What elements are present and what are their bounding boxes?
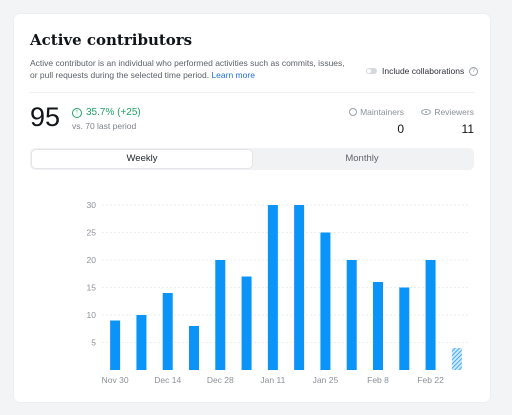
- y-tick-label: 5: [91, 338, 96, 348]
- bar[interactable]: [110, 320, 121, 371]
- y-tick-label: 25: [87, 228, 97, 238]
- x-tick-label: Jan 11: [260, 375, 285, 385]
- bar-layer: [110, 205, 462, 370]
- x-tick-label: Nov 30: [102, 375, 129, 385]
- person-icon: [349, 108, 358, 116]
- y-tick-label: 15: [87, 283, 97, 293]
- learn-more-link[interactable]: Learn more: [211, 70, 255, 80]
- change-value: 35.7% (+25): [86, 107, 141, 118]
- y-tick-label: 10: [87, 310, 97, 320]
- maintainers-label: Maintainers: [360, 107, 404, 117]
- bar[interactable]: [399, 287, 410, 371]
- bar[interactable]: [346, 260, 357, 370]
- arrow-up-icon: ↑: [72, 107, 82, 118]
- bar[interactable]: [189, 326, 199, 370]
- bar-partial-period[interactable]: [451, 348, 462, 370]
- bar[interactable]: [267, 205, 278, 370]
- period-switch: Weekly Monthly: [30, 148, 474, 170]
- contributors-bar-chart: 5 10 15 20 25 30 Nov 30 Dec 14 Dec 28 Jan 11 Jan 2…: [87, 200, 470, 385]
- bar[interactable]: [373, 282, 383, 370]
- y-tick-label: 30: [87, 200, 97, 210]
- divider: [30, 92, 474, 93]
- bar[interactable]: [320, 232, 331, 371]
- x-tick-label: Feb 8: [367, 375, 389, 385]
- description-text: Active contributor is an individual who …: [30, 58, 345, 80]
- previous-period: vs. 70 last period: [72, 121, 137, 131]
- grid-layer: [102, 204, 470, 343]
- card-description: Active contributor is an individual who …: [30, 57, 350, 81]
- collaborations-toggle[interactable]: [366, 68, 377, 74]
- bar[interactable]: [241, 276, 252, 371]
- tab-monthly[interactable]: Monthly: [345, 153, 379, 164]
- maintainers-value: 0: [397, 122, 404, 136]
- bar[interactable]: [425, 260, 436, 370]
- maintainers-stat: Maintainers 0: [349, 107, 404, 136]
- x-tick-label: Dec 28: [207, 375, 234, 385]
- bar[interactable]: [162, 293, 173, 370]
- active-contributors-card: Active contributors Active contributor i…: [14, 14, 490, 402]
- card-title: Active contributors: [30, 31, 193, 49]
- help-icon[interactable]: ?: [469, 66, 479, 76]
- reviewers-label: Reviewers: [434, 107, 474, 117]
- change-indicator: ↑ 35.7% (+25): [72, 107, 141, 118]
- bar[interactable]: [294, 205, 305, 370]
- eye-icon: [421, 109, 432, 115]
- include-collaborations-control[interactable]: Include collaborations ?: [366, 66, 479, 76]
- reviewers-value: 11: [461, 122, 474, 136]
- x-tick-label: Feb 22: [417, 375, 444, 385]
- bar[interactable]: [136, 315, 147, 370]
- x-tick-label: Dec 14: [154, 375, 181, 385]
- tab-weekly[interactable]: Weekly: [32, 150, 252, 168]
- reviewers-stat: Reviewers 11: [421, 107, 474, 136]
- collaborations-label: Include collaborations: [382, 66, 465, 76]
- contributor-count: 95: [30, 102, 61, 132]
- y-tick-label: 20: [87, 255, 97, 265]
- bar[interactable]: [215, 260, 226, 370]
- label-layer: 5 10 15 20 25 30 Nov 30 Dec 14 Dec 28 Jan 11 Jan 2…: [87, 200, 445, 385]
- x-tick-label: Jan 25: [313, 375, 339, 385]
